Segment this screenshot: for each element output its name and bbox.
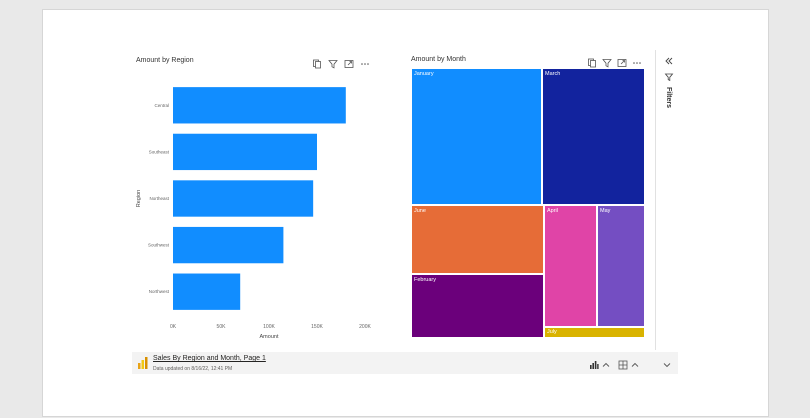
treemap-label-april: April [547,208,559,214]
bar-southeast[interactable] [173,133,317,171]
y-axis-label: Region [136,190,142,207]
bar-chart-title: Amount by Region [136,57,194,64]
bar-northwest[interactable] [173,273,241,310]
treemap-label-january: January [414,71,434,77]
bar-northeast[interactable] [173,180,314,217]
treemap-label-july: July [547,329,557,335]
chevron-up-icon[interactable] [601,360,611,370]
treemap-tile-may[interactable]: May [597,205,645,327]
filters-label: Filters [665,87,672,109]
page-view-icon[interactable] [618,360,628,370]
bar-chart: Central Southeast Northeast Southwest Northw… [136,87,371,340]
page-title-link[interactable]: Sales By Region and Month, Page 1 [153,355,266,362]
treemap-label-june: June [414,208,426,214]
x-tick-label: 50K [217,324,227,330]
more-options-icon[interactable] [632,58,642,68]
collapse-filters-icon[interactable] [664,56,674,66]
filters-pane[interactable] [655,50,678,350]
y-tick-label: Northeast [149,196,169,201]
bar-chart-icon[interactable] [589,360,599,370]
filter-icon[interactable] [328,59,338,69]
copy-icon[interactable] [312,59,322,69]
x-tick-label: 100K [263,324,275,330]
y-tick-label: Southeast [149,149,170,154]
treemap-label-may: May [600,208,611,214]
more-options-icon[interactable] [360,59,370,69]
bar-central[interactable] [173,87,346,124]
chevron-up-icon[interactable] [630,360,640,370]
report-footer [132,352,678,374]
y-tick-label: Central [154,103,169,108]
copy-icon[interactable] [587,58,597,68]
x-tick-label: 200K [359,324,371,330]
chevron-down-icon[interactable] [662,360,672,370]
x-tick-label: 0K [170,324,177,330]
x-axis-label: Amount [260,334,279,340]
treemap-chart: January March June February April May Ju… [411,68,645,338]
y-tick-label: Northwest [149,289,170,294]
treemap-tile-january[interactable]: January [411,68,542,205]
treemap-tile-march[interactable]: March [542,68,645,205]
treemap-tile-june[interactable]: June [411,205,544,274]
x-tick-label: 150K [311,324,323,330]
filter-icon[interactable] [602,58,612,68]
y-tick-label: Southwest [148,243,170,248]
treemap-tile-april[interactable]: April [544,205,597,327]
data-updated-text: Data updated on 8/16/22, 12:41 PM [153,366,233,372]
focus-mode-icon[interactable] [617,58,627,68]
treemap-label-march: March [545,71,561,77]
treemap-tile-july[interactable]: July [544,327,645,338]
bar-southwest[interactable] [173,226,284,264]
power-bi-logo-icon [137,356,149,370]
treemap-label-february: February [414,277,437,283]
treemap-title: Amount by Month [411,56,466,63]
treemap-tile-february[interactable]: February [411,274,544,338]
focus-mode-icon[interactable] [344,59,354,69]
filter-icon [664,72,674,82]
